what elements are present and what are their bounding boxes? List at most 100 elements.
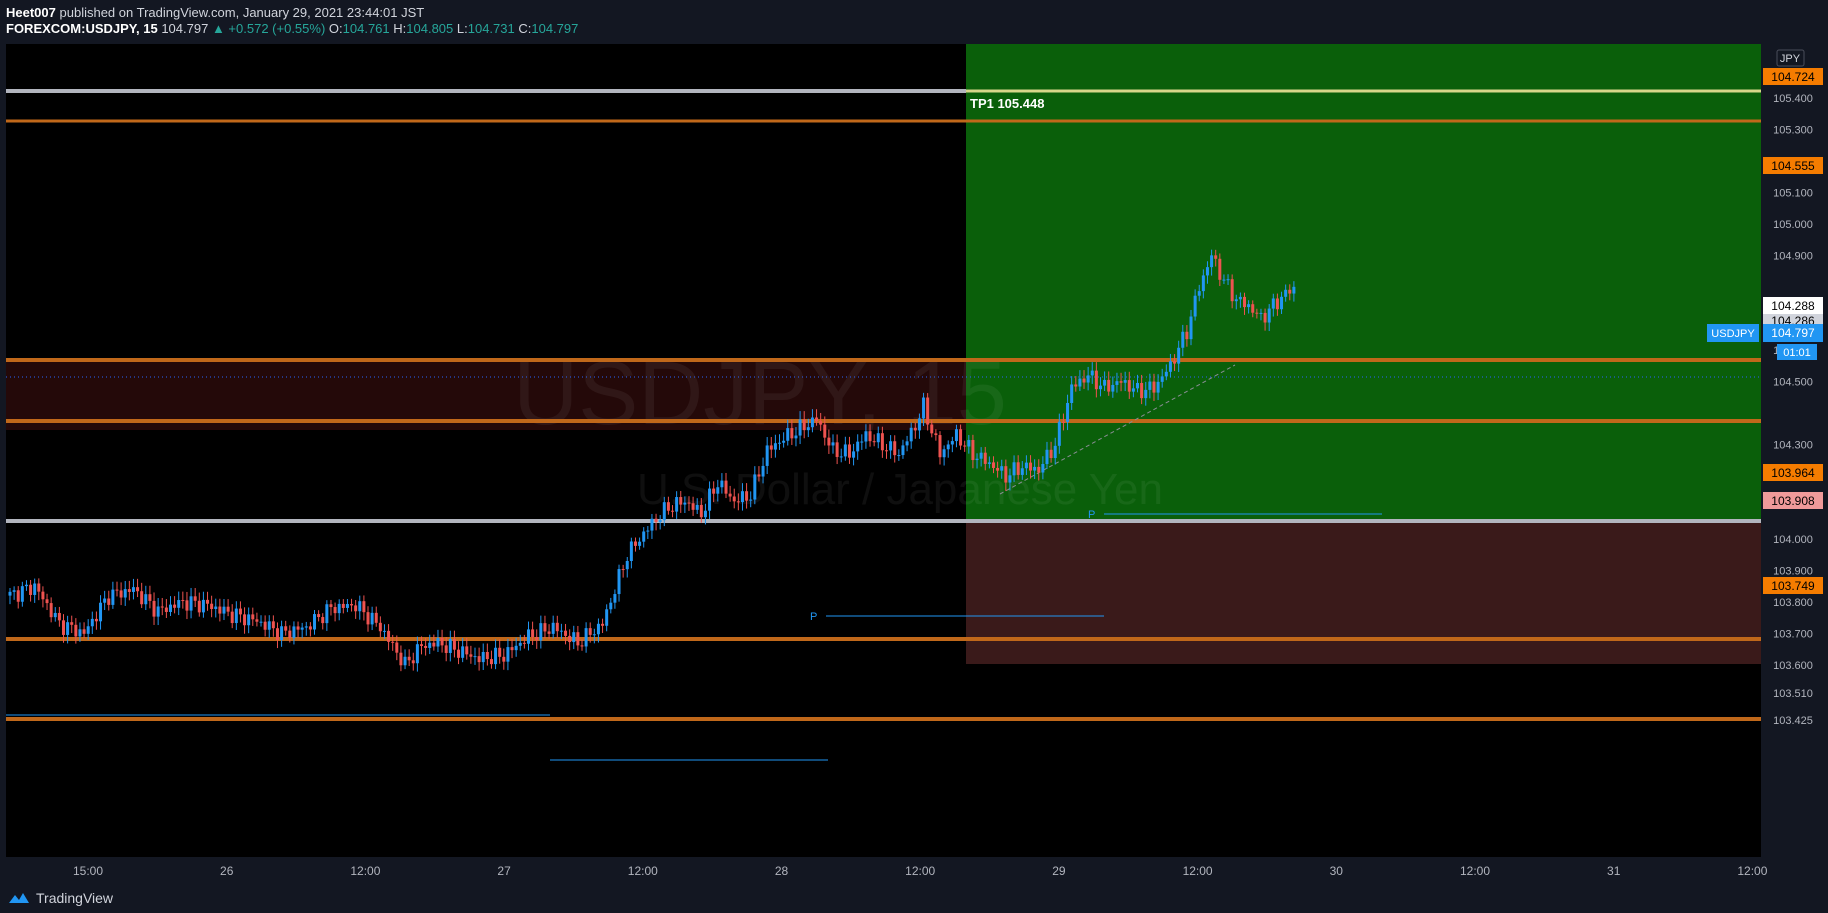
chart-canvas[interactable]: USDJPY, 15 U.S. Dollar / Japanese Yen TP… xyxy=(0,44,1828,883)
price-tick-label: 103.425 xyxy=(1773,715,1813,727)
candle-body xyxy=(740,491,744,503)
candle-body xyxy=(378,622,382,632)
candle-body xyxy=(1066,402,1070,422)
candle-body xyxy=(29,584,33,595)
candle-body xyxy=(489,659,493,665)
candle-body xyxy=(238,608,242,615)
candle-body xyxy=(465,646,469,655)
candle-body xyxy=(107,598,111,605)
symbol-price-tag[interactable]: USDJPY 104.797 01:01 xyxy=(1707,324,1823,360)
candle-body xyxy=(181,600,185,602)
candle-body xyxy=(580,645,584,647)
time-tick-label: 12:00 xyxy=(1183,864,1213,878)
candle-body xyxy=(1041,463,1045,473)
footer: TradingView xyxy=(0,883,1828,913)
symbol-tag-label: USDJPY xyxy=(1711,328,1755,340)
candle-body xyxy=(506,647,510,662)
candle-body xyxy=(452,639,456,650)
candle-body xyxy=(1201,275,1205,292)
candle-body xyxy=(292,626,296,638)
candle-body xyxy=(288,630,292,638)
candle-body xyxy=(424,645,428,648)
level-label-104724[interactable]: 104.724 xyxy=(1763,68,1823,85)
candle-body xyxy=(350,604,354,606)
candle-body xyxy=(1160,376,1164,382)
candle-body xyxy=(214,606,218,609)
candle-body xyxy=(411,660,415,664)
candle-body xyxy=(144,594,148,605)
candle-body xyxy=(835,442,839,457)
stop-zone[interactable] xyxy=(966,522,1761,664)
candle-body xyxy=(868,431,872,442)
target-zone[interactable] xyxy=(966,44,1761,522)
candle-body xyxy=(1210,255,1214,268)
candle-body xyxy=(136,587,140,592)
candle-body xyxy=(1136,382,1140,389)
candle-body xyxy=(333,607,337,614)
level-label-104288[interactable]: 104.288 xyxy=(1763,297,1823,314)
candle-body xyxy=(1164,371,1168,377)
candle-body xyxy=(889,441,893,451)
candle-body xyxy=(243,614,247,626)
candle-body xyxy=(1140,382,1144,399)
candle-body xyxy=(86,626,90,634)
candle-body xyxy=(255,619,259,622)
candle-body xyxy=(979,452,983,459)
open-label: O: xyxy=(328,21,343,36)
level-label-103908[interactable]: 103.908 xyxy=(1763,492,1823,509)
candle-body xyxy=(1090,370,1094,376)
candle-body xyxy=(732,496,736,502)
last-price-tag: 104.797 xyxy=(1771,326,1815,340)
level-label-104555[interactable]: 104.555 xyxy=(1763,157,1823,174)
candle-body xyxy=(1053,445,1057,459)
candle-body xyxy=(1004,466,1008,483)
candle-body xyxy=(440,637,444,646)
candle-body xyxy=(123,589,127,598)
candle-body xyxy=(210,603,214,609)
candle-body xyxy=(247,614,251,626)
level-label-103964[interactable]: 103.964 xyxy=(1763,464,1823,481)
time-axis[interactable] xyxy=(0,857,1828,883)
symbol-title[interactable]: FOREXCOM:USDJPY, 15 xyxy=(6,21,158,36)
candle-body xyxy=(757,474,761,477)
candle-body xyxy=(564,630,568,636)
candle-body xyxy=(481,651,485,663)
candle-body xyxy=(469,654,473,657)
candle-body xyxy=(609,602,613,610)
candle-body xyxy=(193,596,197,601)
candle-body xyxy=(1131,388,1135,392)
author-name[interactable]: Heet007 xyxy=(6,5,56,20)
candle-body xyxy=(1000,466,1004,471)
candle-body xyxy=(395,642,399,653)
candle-body xyxy=(1222,279,1226,281)
level-label-103749[interactable]: 103.749 xyxy=(1763,577,1823,594)
candle-body xyxy=(1168,361,1172,372)
time-tick-label: 29 xyxy=(1052,864,1066,878)
candle-body xyxy=(839,456,843,458)
candle-body xyxy=(675,497,679,512)
price-tick-label: 103.700 xyxy=(1773,628,1813,640)
candle-body xyxy=(802,419,806,431)
candle-body xyxy=(765,445,769,466)
brand-name: TradingView xyxy=(36,890,114,906)
price-axis[interactable] xyxy=(1761,44,1828,883)
publish-info: Heet007 published on TradingView.com, Ja… xyxy=(6,5,424,20)
candle-body xyxy=(913,427,917,431)
candle-series[interactable] xyxy=(8,249,1296,672)
candle-body xyxy=(280,626,284,640)
candle-body xyxy=(1148,381,1152,390)
candle-body xyxy=(485,651,489,660)
candle-body xyxy=(148,594,152,601)
candle-body xyxy=(1012,462,1016,476)
candle-body xyxy=(1086,375,1090,383)
candle-body xyxy=(917,418,921,431)
currency-box[interactable] xyxy=(1776,49,1805,67)
candle-body xyxy=(49,603,53,618)
candle-body xyxy=(1127,380,1131,392)
candle-body xyxy=(876,433,880,443)
candle-body xyxy=(448,639,452,653)
candle-body xyxy=(662,502,666,521)
time-tick-label: 15:00 xyxy=(73,864,103,878)
tradingview-brand[interactable]: TradingView xyxy=(8,890,113,906)
candle-body xyxy=(1275,298,1279,310)
